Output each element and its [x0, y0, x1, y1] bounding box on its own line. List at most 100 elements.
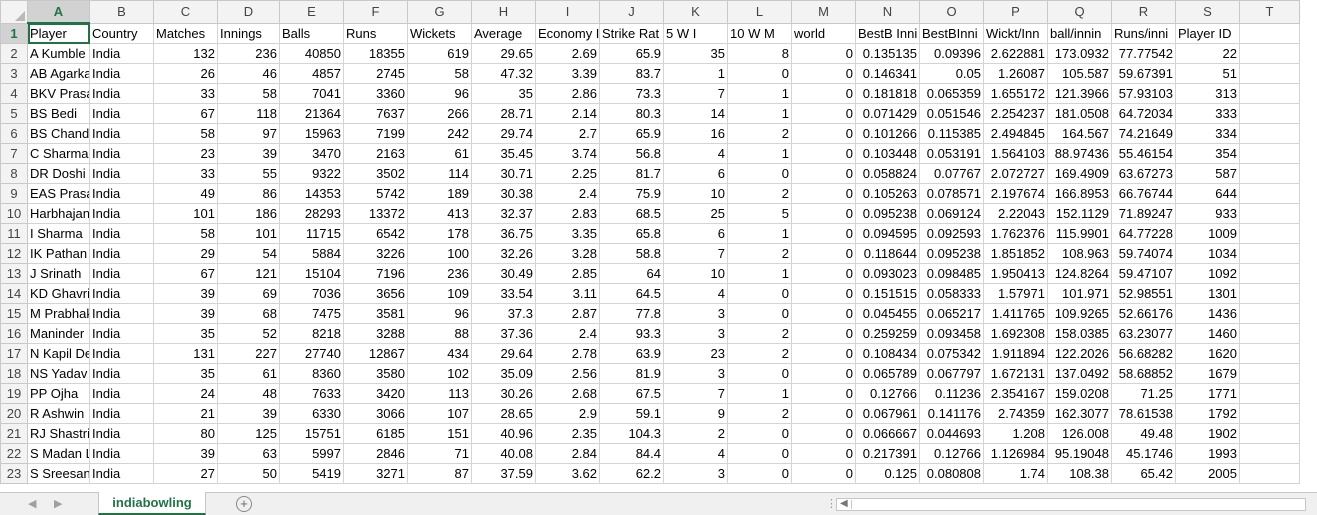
cell[interactable]: 2.84 [535, 443, 600, 464]
cell[interactable]: 32.37 [471, 203, 536, 224]
cell[interactable]: 27740 [279, 343, 344, 364]
cell[interactable] [1239, 83, 1300, 104]
cell[interactable]: 21364 [279, 103, 344, 124]
cell[interactable]: 64 [599, 263, 664, 284]
cell[interactable]: 29.74 [471, 123, 536, 144]
cell[interactable]: 3288 [343, 323, 408, 344]
cell[interactable]: 7 [663, 383, 728, 404]
cell[interactable]: 0.069124 [919, 203, 984, 224]
cell[interactable]: 3.74 [535, 143, 600, 164]
cell[interactable]: 66.76744 [1111, 183, 1176, 204]
cell[interactable] [1239, 343, 1300, 364]
cell[interactable]: 77.77542 [1111, 43, 1176, 64]
cell[interactable]: 0 [791, 363, 856, 384]
cell[interactable]: 6330 [279, 403, 344, 424]
cell[interactable]: 58.68852 [1111, 363, 1176, 384]
cell[interactable]: 3 [663, 303, 728, 324]
cell[interactable]: 88 [407, 323, 472, 344]
cell[interactable]: 0.065359 [919, 83, 984, 104]
cell[interactable]: 124.8264 [1047, 263, 1112, 284]
cell[interactable]: BS Bedi [27, 103, 90, 124]
column-header-h[interactable]: H [471, 0, 536, 24]
cell[interactable]: 32.26 [471, 243, 536, 264]
cell[interactable]: 0.095238 [855, 203, 920, 224]
cell[interactable]: 3 [663, 363, 728, 384]
header-cell[interactable]: Runs [343, 22, 408, 44]
cell[interactable]: 186 [217, 203, 280, 224]
row-header[interactable]: 23 [0, 463, 28, 484]
cell[interactable]: 67 [153, 263, 218, 284]
cell[interactable]: 1 [727, 83, 792, 104]
cell[interactable]: 2 [727, 183, 792, 204]
cell[interactable]: 2745 [343, 63, 408, 84]
cell[interactable]: 3470 [279, 143, 344, 164]
cell[interactable]: 354 [1175, 143, 1240, 164]
cell[interactable]: 0.09396 [919, 43, 984, 64]
cell[interactable]: AB Agarka [27, 63, 90, 84]
cell[interactable]: 0.065789 [855, 363, 920, 384]
cell[interactable]: 1620 [1175, 343, 1240, 364]
cell[interactable]: 3.62 [535, 463, 600, 484]
cell[interactable]: 0.103448 [855, 143, 920, 164]
cell[interactable]: 40.96 [471, 423, 536, 444]
cell[interactable]: S Sreesant [27, 463, 90, 484]
cell[interactable]: 0 [791, 463, 856, 484]
cell[interactable]: 77.8 [599, 303, 664, 324]
cell[interactable]: 10 [663, 263, 728, 284]
column-header-o[interactable]: O [919, 0, 984, 24]
cell[interactable]: 102 [407, 363, 472, 384]
column-header-p[interactable]: P [983, 0, 1048, 24]
cell[interactable]: 107 [407, 403, 472, 424]
header-cell[interactable]: BestB Inni [855, 22, 920, 44]
cell[interactable]: 28293 [279, 203, 344, 224]
cell[interactable]: 61 [217, 363, 280, 384]
cell[interactable]: 96 [407, 83, 472, 104]
cell[interactable]: 0.044693 [919, 423, 984, 444]
cell[interactable]: IK Pathan [27, 243, 90, 264]
cell[interactable]: 80.3 [599, 103, 664, 124]
cell[interactable]: J Srinath [27, 263, 90, 284]
cell[interactable]: 8218 [279, 323, 344, 344]
cell[interactable]: 86 [217, 183, 280, 204]
column-header-j[interactable]: J [599, 0, 664, 24]
column-header-f[interactable]: F [343, 0, 408, 24]
cell[interactable]: 63 [217, 443, 280, 464]
cell[interactable]: 0.125 [855, 463, 920, 484]
cell[interactable]: 71.89247 [1111, 203, 1176, 224]
cell[interactable]: 8360 [279, 363, 344, 384]
row-header[interactable]: 15 [0, 303, 28, 324]
cell[interactable]: 2.74359 [983, 403, 1048, 424]
cell[interactable]: 28.65 [471, 403, 536, 424]
cell[interactable]: 0.078571 [919, 183, 984, 204]
cell[interactable]: 39 [217, 403, 280, 424]
cell[interactable]: 52 [217, 323, 280, 344]
cell[interactable]: 58 [407, 63, 472, 84]
cell[interactable]: 65.42 [1111, 463, 1176, 484]
cell[interactable]: 2.7 [535, 123, 600, 144]
column-header-d[interactable]: D [217, 0, 280, 24]
cell[interactable]: 159.0208 [1047, 383, 1112, 404]
cell[interactable]: 1679 [1175, 363, 1240, 384]
cell[interactable]: 71 [407, 443, 472, 464]
cell[interactable]: 236 [217, 43, 280, 64]
cell[interactable]: 22 [1175, 43, 1240, 64]
cell[interactable]: 0 [791, 283, 856, 304]
cell[interactable]: 5997 [279, 443, 344, 464]
cell[interactable]: 7475 [279, 303, 344, 324]
cell[interactable]: 35 [153, 363, 218, 384]
cell[interactable]: 115.9901 [1047, 223, 1112, 244]
cell[interactable]: 59.1 [599, 403, 664, 424]
cell[interactable] [1239, 43, 1300, 64]
cell[interactable]: 58 [153, 223, 218, 244]
cell[interactable]: 0.141176 [919, 403, 984, 424]
cell[interactable]: 4 [663, 143, 728, 164]
column-header-c[interactable]: C [153, 0, 218, 24]
cell[interactable]: 1.655172 [983, 83, 1048, 104]
cell[interactable]: 37.36 [471, 323, 536, 344]
cell[interactable]: 28.71 [471, 103, 536, 124]
cell[interactable]: 3580 [343, 363, 408, 384]
scrollbar-thumb[interactable] [851, 500, 1302, 509]
cell[interactable]: 56.8 [599, 143, 664, 164]
